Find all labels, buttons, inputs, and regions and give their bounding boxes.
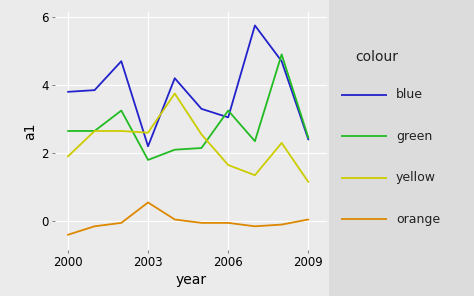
Y-axis label: a1: a1 <box>23 122 37 140</box>
Text: yellow: yellow <box>396 171 436 184</box>
Text: blue: blue <box>396 88 423 101</box>
Text: orange: orange <box>396 213 440 226</box>
X-axis label: year: year <box>175 273 206 287</box>
Text: colour: colour <box>356 50 399 64</box>
Text: green: green <box>396 130 432 143</box>
